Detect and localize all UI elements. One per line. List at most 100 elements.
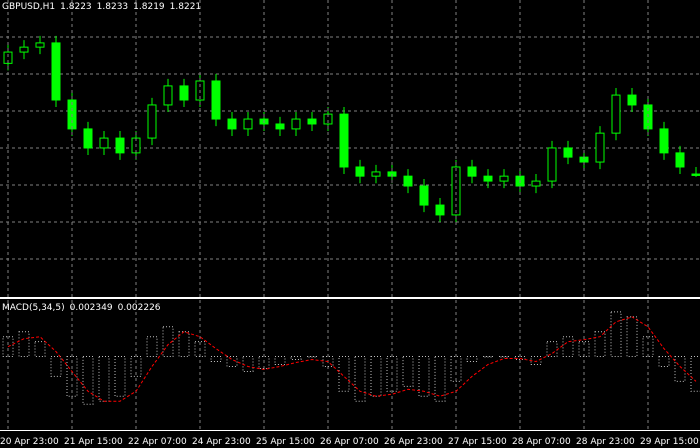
macd-bar	[2, 336, 14, 358]
candle-body	[435, 204, 445, 216]
x-tick-label: 24 Apr 23:00	[192, 437, 251, 447]
price-header: GBPUSD,H1 1.8223 1.8233 1.8219 1.8221	[2, 2, 206, 12]
candle-body	[547, 147, 557, 182]
candle-body	[115, 137, 125, 154]
macd-bar	[434, 356, 446, 402]
macd-bar	[50, 356, 62, 377]
x-tick-label: 22 Apr 07:00	[128, 437, 187, 447]
candle-body	[147, 104, 157, 139]
macd-bar	[594, 331, 606, 358]
macd-bar	[482, 356, 494, 358]
macd-bar	[354, 356, 366, 402]
candle-body	[51, 42, 61, 101]
x-tick-label: 26 Apr 07:00	[320, 437, 379, 447]
x-tick-label: 29 Apr 15:00	[640, 437, 699, 447]
candle-body	[275, 123, 285, 130]
ohlc: 1.8221	[169, 2, 202, 12]
candle-body	[627, 94, 637, 106]
ohlc: 1.8233	[96, 2, 129, 12]
macd-bar	[290, 356, 302, 361]
axis-line	[0, 430, 700, 431]
macd-bar	[274, 356, 286, 365]
macd-bar	[674, 356, 686, 382]
candle-body	[179, 85, 189, 101]
candle-body	[659, 128, 669, 154]
candle-body	[371, 171, 381, 177]
macd-bar	[306, 356, 318, 358]
macd-bar	[162, 326, 174, 358]
candle-body	[307, 118, 317, 125]
x-tick-label: 26 Apr 23:00	[384, 437, 443, 447]
candle-body	[483, 175, 493, 182]
candle-body	[291, 118, 301, 130]
x-tick-label: 28 Apr 23:00	[576, 437, 635, 447]
indicator-name: MACD(5,34,5)	[2, 303, 65, 313]
macd-bar	[322, 356, 334, 367]
candle-body	[211, 80, 221, 120]
candle-body	[403, 175, 413, 187]
candle-body	[339, 113, 349, 168]
symbol: GBPUSD,H1	[2, 2, 56, 12]
macd-bar	[194, 341, 206, 358]
macd-bar	[658, 356, 670, 367]
ohlc: 1.8219	[133, 2, 165, 12]
panel-separator	[0, 297, 700, 299]
candle-body	[35, 42, 45, 48]
candle-body	[691, 173, 700, 176]
macd-bar	[258, 356, 270, 369]
macd-bar	[338, 356, 350, 392]
signal-line	[7, 316, 697, 402]
macd-bar	[178, 331, 190, 358]
macd-bar	[242, 356, 254, 372]
candle-body	[499, 175, 509, 182]
candle-body	[19, 46, 29, 53]
macd-bar	[82, 356, 94, 405]
macd-bar	[18, 331, 30, 358]
candle-body	[243, 118, 253, 130]
macd-bar	[466, 356, 478, 363]
macd-bar	[226, 356, 238, 367]
macd-header: MACD(5,34,5) 0.002349 0.002226	[2, 303, 166, 313]
macd-bar	[498, 356, 510, 358]
macd-bar	[370, 356, 382, 397]
candle-body	[531, 180, 541, 187]
candle-body	[467, 166, 477, 177]
x-tick-label: 25 Apr 15:00	[256, 437, 315, 447]
candle-body	[163, 85, 173, 106]
macd-bar	[66, 356, 78, 397]
candle-body	[451, 166, 461, 216]
x-tick-label: 21 Apr 15:00	[64, 437, 123, 447]
macd-bar	[578, 341, 590, 358]
macd-bar	[210, 356, 222, 363]
macd-bar	[386, 356, 398, 392]
candle-body	[419, 185, 429, 206]
macd-bar	[530, 356, 542, 365]
macd-bar	[98, 356, 110, 402]
candle-body	[355, 166, 365, 177]
candle-body	[227, 118, 237, 130]
macd-bar	[146, 336, 158, 358]
candle-body	[611, 94, 621, 134]
macd-bar	[562, 336, 574, 358]
macd-bar	[418, 356, 430, 397]
candle-body	[3, 51, 13, 64]
macd-bar	[34, 341, 46, 358]
ohlc: 1.8223	[60, 2, 92, 12]
indicator-value: 0.002349	[69, 303, 113, 313]
macd-bar	[114, 356, 126, 397]
macd-bar	[546, 341, 558, 358]
macd-bar	[642, 336, 654, 358]
macd-bar	[610, 311, 622, 358]
x-tick-label: 27 Apr 15:00	[448, 437, 507, 447]
macd-bar	[450, 356, 462, 382]
candle-body	[595, 132, 605, 163]
macd-bar	[402, 356, 414, 387]
x-tick-label: 20 Apr 23:00	[0, 437, 59, 447]
macd-bar	[626, 316, 638, 358]
indicator-value: 0.002226	[117, 303, 161, 313]
macd-bar	[690, 356, 700, 392]
candle-body	[563, 147, 573, 158]
candle-body	[675, 152, 685, 168]
